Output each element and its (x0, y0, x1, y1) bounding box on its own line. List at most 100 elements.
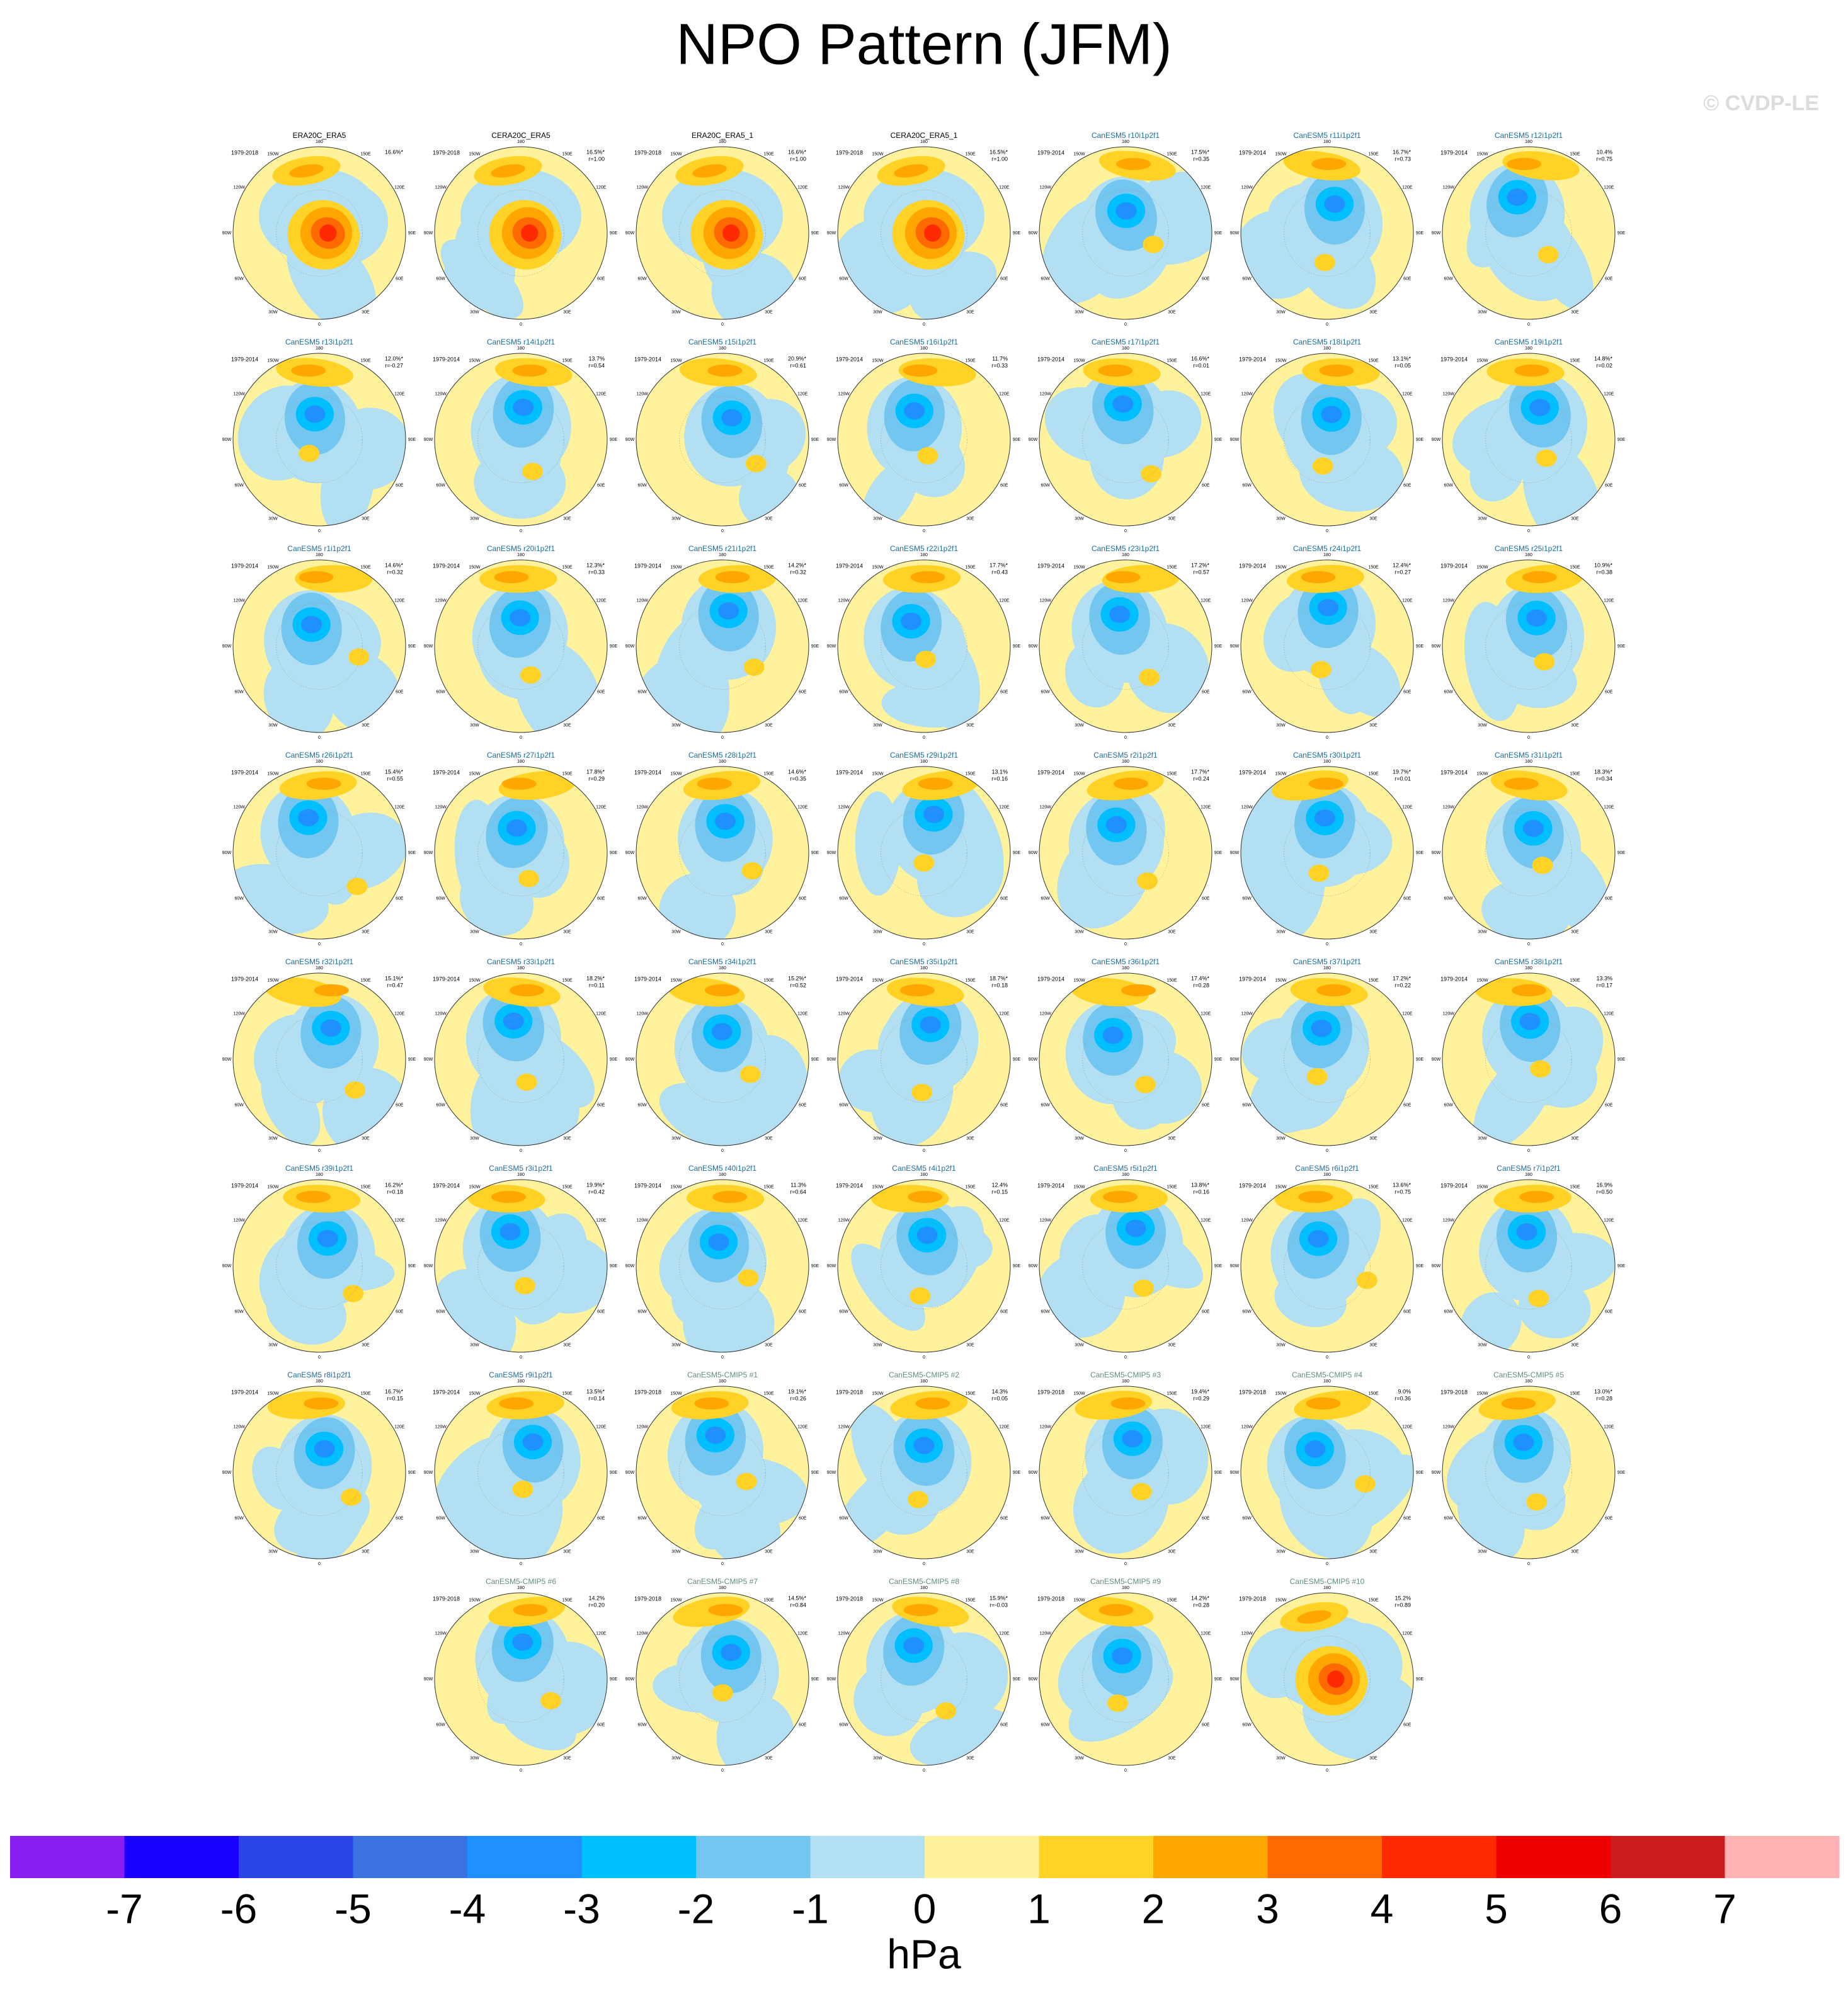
map-panel: CanESM5 r11i1p2f1 1979-2014 16.7%*r=0.73 18… (1230, 131, 1424, 327)
panel-variance: 19.7%* (1393, 768, 1412, 775)
panel-correlation: r=0.61 (790, 362, 806, 368)
field-contour (317, 1229, 338, 1248)
field-contour (1139, 668, 1160, 687)
field-contour (1316, 984, 1351, 996)
longitude-label: 180 (920, 1379, 928, 1384)
colorbar-box (124, 1836, 239, 1878)
longitude-label: 180 (1525, 1379, 1532, 1384)
panel-title: CanESM5 r28i1p2f1 (688, 751, 756, 760)
latitude-ring (1485, 1429, 1572, 1516)
longitude-label: 150E (1368, 1391, 1379, 1396)
map-panel: CanESM5 r35i1p2f1 1979-2014 18.7%*r=0.18 18… (827, 957, 1021, 1153)
longitude-label: 120W (637, 1631, 649, 1636)
longitude-label: 90E (1416, 1677, 1424, 1682)
latitude-ring (1082, 1222, 1169, 1309)
longitude-label: 150E (1368, 1185, 1379, 1189)
longitude-label: 150E (965, 1598, 976, 1602)
longitude-label: 0 (318, 1562, 321, 1566)
longitude-label: 150E (360, 1185, 371, 1189)
field-contour (1318, 598, 1339, 617)
longitude-label: 30W (873, 1756, 882, 1760)
longitude-label: 120W (1443, 805, 1455, 809)
field-contour (739, 1066, 761, 1083)
longitude-label: 120W (1443, 1425, 1455, 1429)
map-panel: CanESM5 r9i1p2f1 1979-2014 13.5%*r=0.14 180… (424, 1370, 618, 1566)
longitude-label: 150W (469, 1598, 481, 1602)
field-contour (708, 1496, 780, 1559)
field-contour (520, 666, 541, 684)
longitude-label: 60W (1041, 896, 1050, 901)
latitude-ring (881, 603, 967, 690)
longitude-label: 180 (316, 966, 323, 971)
field-contour (910, 1287, 931, 1305)
panel-variance: 14.3% (991, 1388, 1008, 1394)
longitude-label: 30E (362, 1136, 370, 1141)
field-contour (522, 462, 543, 481)
longitude-label: 60W (839, 1723, 848, 1727)
field-contour (915, 651, 937, 668)
longitude-label: 120W (234, 1218, 246, 1222)
colorbar-tick-label: 6 (1599, 1885, 1623, 1932)
longitude-label: 120E (1201, 1011, 1211, 1016)
longitude-label: 120E (596, 805, 607, 809)
map-outline (1442, 972, 1616, 1146)
map-outline (434, 1386, 608, 1559)
longitude-label: 180 (1525, 140, 1532, 144)
longitude-label: 180 (517, 553, 525, 557)
panel-years: 1979-2014 (1440, 976, 1468, 982)
map-panel: CanESM5 r24i1p2f1 1979-2014 12.4%*r=0.27 18… (1230, 544, 1424, 740)
longitude-label: 120W (1040, 185, 1052, 190)
field-contour (916, 1226, 938, 1244)
panel-correlation: r=0.55 (387, 775, 403, 782)
longitude-label: 60W (234, 896, 244, 901)
field-contour (1321, 406, 1342, 423)
panel-variance: 12.4%* (1393, 562, 1412, 568)
longitude-label: 120W (1040, 1218, 1052, 1222)
panel-title: CanESM5 r15i1p2f1 (688, 338, 756, 346)
longitude-label: 30W (1276, 1343, 1286, 1347)
map-outline (232, 766, 406, 940)
field-contour (1135, 1076, 1156, 1093)
longitude-label: 90W (1230, 851, 1240, 855)
longitude-label: 60W (1041, 1723, 1050, 1727)
map-outline (1240, 1592, 1414, 1766)
longitude-label: 180 (1122, 966, 1129, 971)
map-outline (232, 1179, 406, 1353)
field-contour (1513, 1433, 1534, 1451)
latitude-ring (1082, 1429, 1169, 1516)
map-field (636, 766, 809, 939)
longitude-label: 150W (469, 1185, 481, 1189)
field-contour (345, 1081, 366, 1099)
longitude-label: 60E (396, 276, 404, 281)
panel-variance: 12.3%* (586, 562, 605, 568)
field-contour (1522, 571, 1557, 583)
map-field (636, 973, 809, 1146)
longitude-label: 30W (1075, 1756, 1084, 1760)
latitude-ring (679, 1429, 766, 1516)
panel-title: CanESM5 r8i1p2f1 (287, 1370, 351, 1379)
colorbar-tick-label: 7 (1713, 1885, 1737, 1932)
longitude-label: 30E (765, 516, 773, 521)
longitude-label: 90W (1230, 231, 1240, 236)
longitude-label: 120W (435, 805, 447, 809)
longitude-label: 60E (1202, 1516, 1210, 1520)
panel-years: 1979-2018 (231, 149, 258, 156)
longitude-label: 90W (1029, 231, 1038, 236)
map-field (1241, 766, 1413, 939)
panel-years: 1979-2014 (1037, 356, 1064, 362)
longitude-label: 30W (1075, 516, 1084, 521)
panel-years: 1979-2014 (836, 562, 863, 569)
longitude-label: 30W (470, 310, 479, 314)
longitude-label: 150W (1476, 1185, 1488, 1189)
map-outline (1442, 766, 1616, 940)
longitude-label: 180 (1323, 1379, 1331, 1384)
colorbar-box (696, 1836, 811, 1878)
panel-years: 1979-2018 (836, 1595, 863, 1602)
field-contour (924, 224, 942, 242)
longitude-label: 120E (999, 1011, 1010, 1016)
field-contour (901, 612, 922, 630)
longitude-label: 90W (424, 851, 433, 855)
longitude-label: 30W (873, 1136, 882, 1141)
map-outline (434, 559, 608, 733)
longitude-label: 30E (563, 1343, 571, 1347)
